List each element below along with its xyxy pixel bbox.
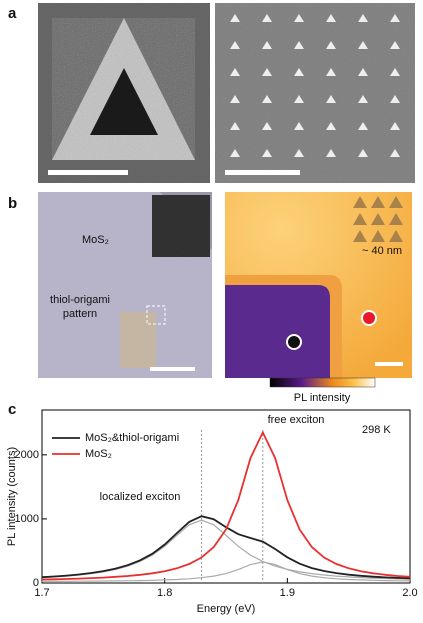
origami-triangle xyxy=(326,95,336,103)
origami-triangle xyxy=(326,14,336,22)
origami-triangle xyxy=(326,149,336,157)
origami-triangle xyxy=(389,196,403,208)
origami-triangle xyxy=(358,41,368,49)
pattern-label: thiol-origami xyxy=(50,294,110,306)
origami-triangle xyxy=(326,68,336,76)
origami-triangle xyxy=(371,230,385,242)
annotation: free exciton xyxy=(268,414,325,426)
origami-triangle xyxy=(353,196,367,208)
y-tick-label: 2000 xyxy=(15,449,39,461)
origami-triangle xyxy=(326,122,336,130)
pattern-label: pattern xyxy=(63,308,97,320)
x-tick-label: 1.9 xyxy=(280,587,295,599)
origami-triangle xyxy=(390,95,400,103)
origami-triangle xyxy=(371,196,385,208)
origami-triangle xyxy=(294,95,304,103)
origami-triangle xyxy=(294,14,304,22)
pl-map: ~ 40 nm PL intensity xyxy=(225,192,412,404)
origami-triangle xyxy=(358,14,368,22)
origami-triangle xyxy=(230,95,240,103)
origami-triangle xyxy=(230,41,240,49)
origami-triangle xyxy=(390,41,400,49)
plot-frame xyxy=(41,409,411,584)
origami-triangle xyxy=(294,122,304,130)
x-tick-label: 1.7 xyxy=(34,587,49,599)
origami-triangle xyxy=(390,122,400,130)
x-tick-label: 2.0 xyxy=(402,587,417,599)
origami-triangle xyxy=(230,149,240,157)
y-axis-label: PL intensity (counts) xyxy=(6,447,18,546)
optical-image: MoS₂ thiol-origami pattern xyxy=(38,192,212,378)
origami-triangle xyxy=(353,230,367,242)
legend-label: MoS₂&thiol-origami xyxy=(85,432,179,444)
origami-triangle xyxy=(262,95,272,103)
origami-triangle xyxy=(230,122,240,130)
substrate-label: MoS₂ xyxy=(82,234,109,246)
legend-label: MoS₂ xyxy=(85,448,112,460)
origami-triangle xyxy=(326,41,336,49)
origami-triangle xyxy=(353,213,367,225)
origami-triangle xyxy=(262,149,272,157)
colorbar-label: PL intensity xyxy=(294,392,351,404)
sem-image xyxy=(215,3,415,183)
series-line xyxy=(41,430,411,581)
chart: 1.7 1.8 1.9 2.0 0 1000 2000 Energy (eV) PL inten… xyxy=(6,409,418,615)
origami-triangle xyxy=(390,14,400,22)
annotation: localized exciton xyxy=(100,491,181,503)
x-tick-label: 1.8 xyxy=(157,587,172,599)
panel-label: a xyxy=(8,5,17,22)
origami-triangle xyxy=(358,95,368,103)
origami-triangle xyxy=(389,213,403,225)
origami-triangle xyxy=(389,230,403,242)
origami-triangle xyxy=(294,149,304,157)
origami-triangle xyxy=(371,213,385,225)
afm-image xyxy=(38,3,210,183)
series-line xyxy=(42,561,411,582)
origami-triangle xyxy=(358,149,368,157)
panel-label: c xyxy=(8,401,16,418)
origami-triangle xyxy=(262,14,272,22)
y-tick-label: 1000 xyxy=(15,513,39,525)
origami-triangle xyxy=(294,68,304,76)
panel-label: b xyxy=(8,195,17,212)
origami-triangle xyxy=(390,149,400,157)
inset-scale: ~ 40 nm xyxy=(362,245,402,257)
annotation: 298 K xyxy=(362,424,391,436)
origami-triangle xyxy=(358,68,368,76)
origami-triangle xyxy=(230,14,240,22)
origami-triangle xyxy=(390,68,400,76)
y-tick-label: 0 xyxy=(33,577,39,589)
origami-triangle xyxy=(262,41,272,49)
origami-triangle xyxy=(262,122,272,130)
origami-triangle xyxy=(358,122,368,130)
x-axis-label: Energy (eV) xyxy=(197,603,256,615)
origami-triangle xyxy=(294,41,304,49)
origami-triangle xyxy=(230,68,240,76)
origami-triangle xyxy=(262,68,272,76)
